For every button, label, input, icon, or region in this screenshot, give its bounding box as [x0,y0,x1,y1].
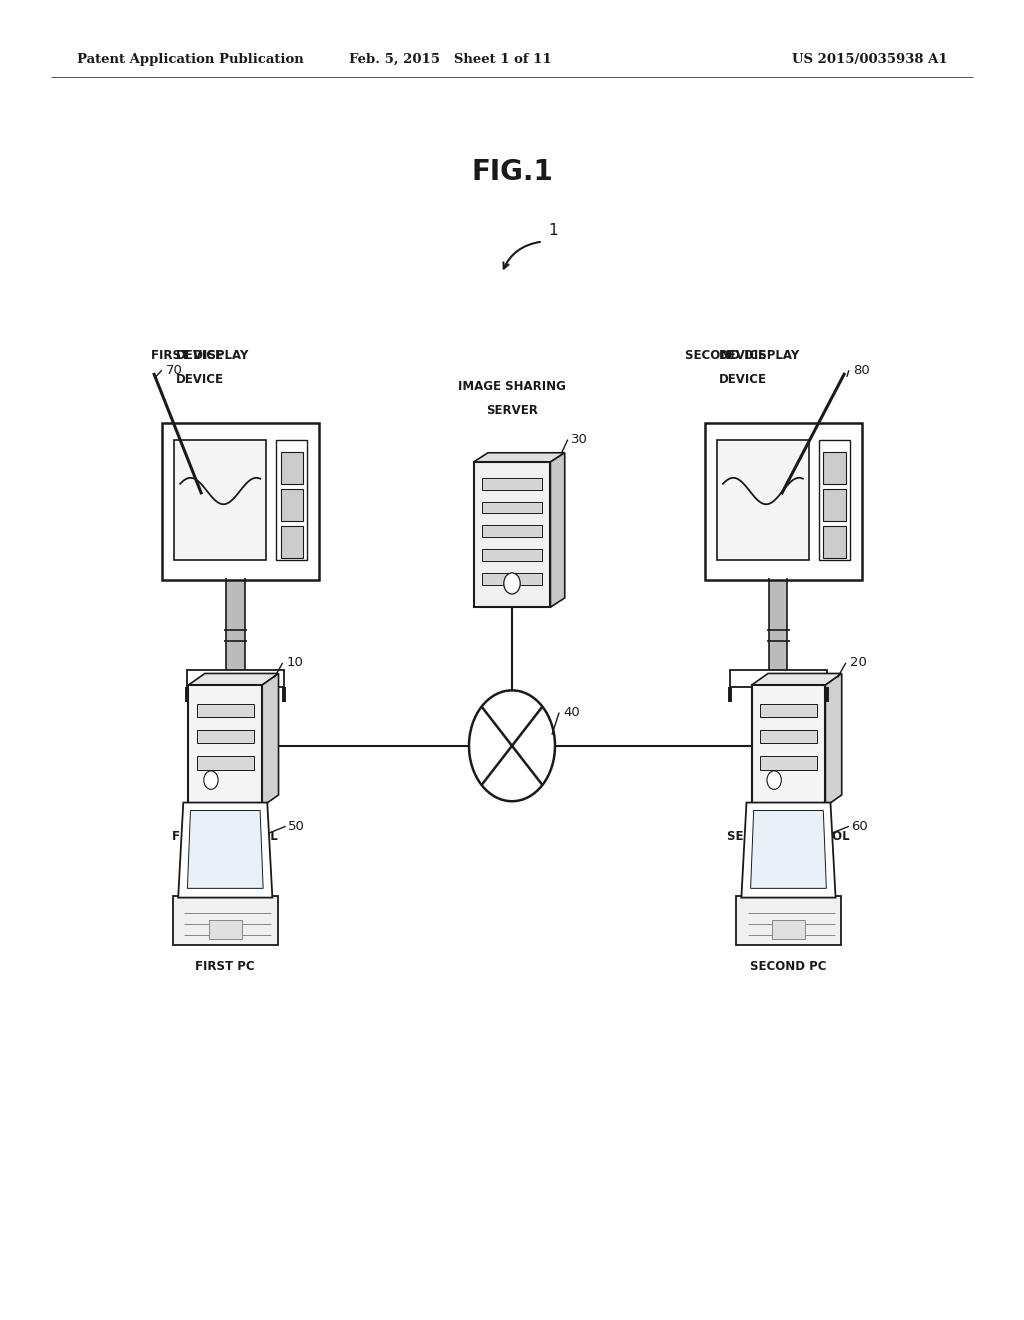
Bar [482,478,543,490]
Text: SECOND DISPLAY: SECOND DISPLAY [685,350,800,362]
Text: DEVICE: DEVICE [765,854,812,867]
Circle shape [204,771,218,789]
Bar [760,704,817,717]
Polygon shape [752,673,842,685]
Bar [174,441,266,560]
Bar [226,578,245,671]
Polygon shape [751,810,826,888]
Bar [823,490,846,521]
Text: 40: 40 [563,706,580,719]
Text: FIG.1: FIG.1 [471,157,553,186]
Text: DEVICE: DEVICE [176,374,223,385]
Text: 20: 20 [850,656,866,669]
Bar [760,730,817,743]
Text: US 2015/0035938 A1: US 2015/0035938 A1 [792,53,947,66]
Text: FIRST PC: FIRST PC [196,960,255,973]
Ellipse shape [469,690,555,801]
Bar [482,502,543,513]
Text: 50: 50 [288,820,304,833]
Text: IMAGE SHARING: IMAGE SHARING [458,380,566,393]
Bar [819,441,850,560]
Text: 80: 80 [853,364,869,376]
Polygon shape [262,673,279,807]
Text: Patent Application Publication: Patent Application Publication [77,53,303,66]
Text: 1: 1 [548,223,557,238]
Bar [717,441,809,560]
Polygon shape [825,673,842,807]
Bar [188,685,262,807]
Bar [197,704,254,717]
FancyBboxPatch shape [705,422,862,581]
Bar [772,920,805,939]
Polygon shape [178,803,272,898]
Text: 70: 70 [166,364,182,376]
Text: DEVICE: DEVICE [202,854,249,867]
Text: SERVER: SERVER [486,404,538,417]
Polygon shape [187,810,263,888]
FancyBboxPatch shape [173,896,278,945]
FancyBboxPatch shape [162,422,319,581]
Text: SECOND PC: SECOND PC [751,960,826,973]
Bar [186,671,284,686]
Circle shape [504,573,520,594]
Bar [281,490,303,521]
Text: DEVICE: DEVICE [719,350,766,362]
Text: FIRST CONTROL: FIRST CONTROL [172,830,279,843]
Bar [760,756,817,770]
Polygon shape [551,453,565,607]
Bar [482,525,543,537]
Bar [276,441,307,560]
Bar [823,451,846,484]
Circle shape [767,771,781,789]
Bar [729,671,827,686]
Bar [482,549,543,561]
Bar [482,573,543,585]
Bar [197,756,254,770]
Bar [209,920,242,939]
Text: FIRST DISPLAY: FIRST DISPLAY [151,350,249,362]
Text: 10: 10 [287,656,303,669]
Text: Feb. 5, 2015   Sheet 1 of 11: Feb. 5, 2015 Sheet 1 of 11 [349,53,552,66]
Polygon shape [473,453,565,462]
Text: 60: 60 [851,820,867,833]
Text: 30: 30 [571,433,588,446]
Bar [281,451,303,484]
Polygon shape [741,803,836,898]
Bar [769,578,787,671]
Bar [752,685,825,807]
Text: DEVICE: DEVICE [176,350,223,362]
Text: DEVICE: DEVICE [719,374,766,385]
Polygon shape [188,673,279,685]
Text: SECOND CONTROL: SECOND CONTROL [727,830,850,843]
Bar [473,462,551,607]
Bar [281,525,303,557]
Bar [197,730,254,743]
FancyBboxPatch shape [736,896,841,945]
Bar [823,525,846,557]
